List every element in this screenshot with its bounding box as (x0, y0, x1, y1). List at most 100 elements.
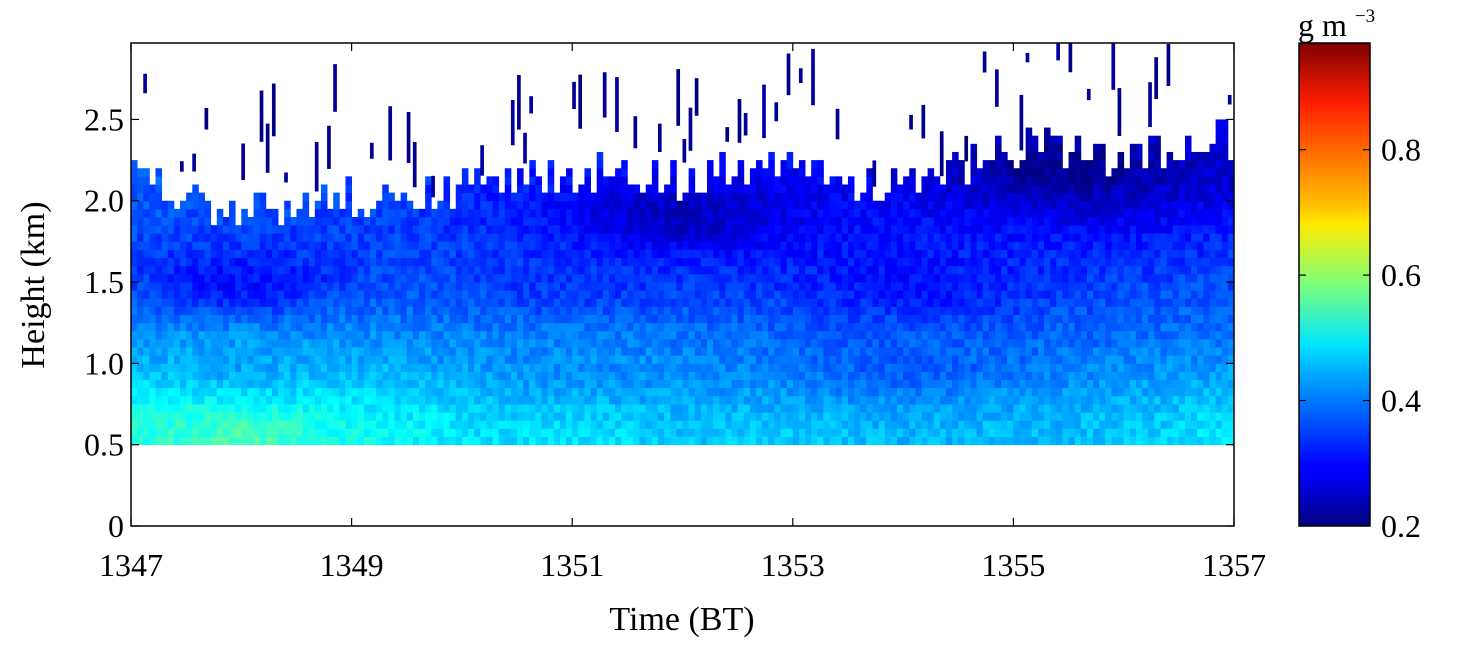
heatmap-cell (664, 355, 671, 364)
heatmap-cell (131, 371, 138, 381)
heatmap-cell (1062, 298, 1069, 307)
heatmap-cell (559, 387, 567, 397)
heatmap-cell (651, 314, 659, 324)
heatmap-cell (707, 387, 714, 397)
heatmap-cell (817, 290, 824, 299)
heatmap-cell (627, 306, 634, 315)
heatmap-cell (302, 420, 310, 429)
heatmap-cell (676, 338, 683, 348)
heatmap-cell (198, 282, 205, 291)
heatmap-cell (155, 338, 163, 348)
heatmap-cell (1007, 265, 1014, 275)
heatmap-cell (651, 217, 659, 226)
heatmap-cell (559, 184, 567, 194)
heatmap-cell (559, 412, 567, 421)
heatmap-cell (933, 306, 941, 315)
heatmap-cell (210, 241, 218, 250)
heatmap-cell (517, 208, 524, 218)
heatmap-cell (945, 290, 953, 299)
heatmap-cell (400, 314, 408, 324)
heatmap-cell (700, 217, 708, 226)
heatmap-cell (474, 265, 481, 275)
heatmap-cell (235, 298, 242, 307)
heatmap-cell (1031, 412, 1039, 421)
heatmap-cell (351, 225, 359, 234)
heatmap-cell (823, 322, 830, 332)
heatmap-cell (737, 200, 745, 210)
heatmap-cell (455, 420, 463, 429)
heatmap-cell (921, 249, 929, 259)
heatmap-cell (835, 306, 843, 315)
heatmap-cell (529, 314, 536, 324)
heatmap-cell (921, 428, 929, 437)
heatmap-cell (388, 330, 395, 340)
heatmap-cell (847, 225, 855, 234)
heatmap-cell (682, 225, 690, 234)
heatmap-cell (743, 265, 751, 275)
heatmap-cell (271, 387, 279, 397)
heatmap-cell (676, 200, 683, 210)
heatmap-cell (915, 379, 922, 389)
heatmap-cell (1013, 200, 1020, 210)
heatmap-cell (327, 225, 334, 234)
heatmap-cell (1001, 355, 1008, 364)
heatmap-cell (327, 330, 334, 340)
heatmap-cell (517, 176, 524, 185)
heatmap-cell (976, 217, 984, 226)
heatmap-cell (173, 306, 181, 315)
heatmap-cell (535, 330, 542, 340)
heatmap-cell (265, 338, 273, 348)
heatmap-cell (1050, 225, 1057, 234)
heatmap-cell (860, 298, 867, 307)
heatmap-cell (572, 290, 579, 299)
heatmap-cell (829, 404, 837, 413)
heatmap-cell (933, 282, 941, 291)
heatmap-cell (982, 428, 990, 437)
heatmap-cell (468, 322, 475, 332)
heatmap-cell (976, 233, 984, 242)
heatmap-cell (210, 314, 218, 324)
heatmap-cell (492, 298, 500, 307)
heatmap-cell (725, 265, 732, 275)
heatmap-cell (449, 208, 457, 218)
heatmap-cell (222, 306, 230, 315)
heatmap-cell (866, 322, 873, 332)
heatmap-cell (664, 404, 671, 413)
heatmap-cell (259, 330, 267, 340)
heatmap-cell (903, 298, 910, 307)
heatmap-cell (1031, 371, 1039, 381)
heatmap-cell (253, 273, 261, 283)
heatmap-cell (535, 420, 542, 429)
heatmap-cell (345, 379, 352, 389)
heatmap-cell (921, 241, 929, 250)
heatmap-cell (590, 379, 598, 389)
heatmap-cell (639, 428, 647, 437)
heatmap-cell (670, 314, 677, 324)
heatmap-cell (468, 208, 475, 218)
heatmap-cell (903, 395, 910, 405)
heatmap-cell (1056, 371, 1063, 381)
heatmap-cell (627, 257, 634, 267)
heatmap-cell (688, 363, 696, 372)
heatmap-cell (517, 75, 521, 130)
heatmap-cell (835, 412, 843, 421)
heatmap-cell (498, 217, 506, 226)
heatmap-cell (296, 322, 303, 332)
heatmap-cell (486, 184, 493, 194)
heatmap-cell (639, 314, 647, 324)
heatmap-cell (443, 363, 451, 372)
heatmap-cell (333, 330, 340, 340)
heatmap-cell (657, 298, 665, 307)
heatmap-cell (523, 184, 530, 194)
heatmap-cell (155, 225, 163, 234)
heatmap-cell (143, 257, 150, 267)
heatmap-cell (792, 273, 800, 283)
heatmap-cell (976, 404, 984, 413)
heatmap-cell (259, 363, 267, 372)
heatmap-cell (1025, 192, 1033, 202)
heatmap-cell (768, 217, 775, 226)
heatmap-cell (339, 241, 346, 250)
heatmap-cell (210, 379, 218, 389)
heatmap-cell (284, 330, 291, 340)
heatmap-cell (327, 208, 334, 218)
